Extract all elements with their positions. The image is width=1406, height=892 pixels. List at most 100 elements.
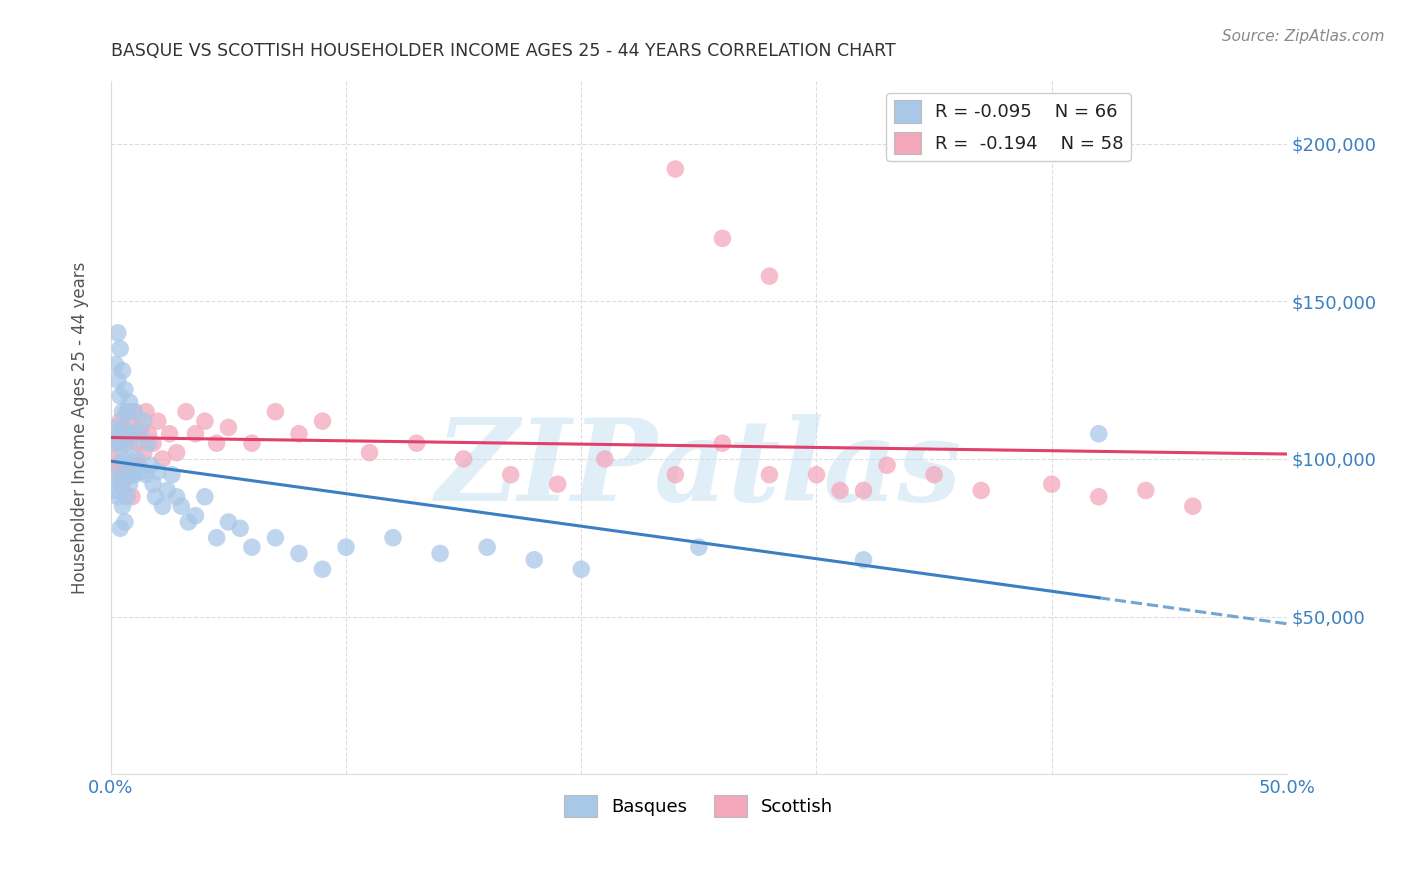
Point [152,452,174,467]
Point [111,500,134,514]
Point [170,500,193,514]
Point [335,540,357,554]
Point [135,405,157,419]
Point [1087,426,1109,441]
Point [118,467,141,482]
Point [115,452,138,467]
Point [125,436,148,450]
Text: Source: ZipAtlas.com: Source: ZipAtlas.com [1222,29,1385,44]
Point [758,467,780,482]
Point [240,436,263,450]
Point [152,500,174,514]
Point [194,490,217,504]
Point [115,490,138,504]
Point [205,531,228,545]
Point [264,531,287,545]
Point [876,458,898,473]
Point [111,405,134,419]
Point [121,426,143,441]
Point [475,540,498,554]
Point [523,553,546,567]
Point [125,452,148,467]
Point [121,467,143,482]
Point [111,452,134,467]
Point [499,467,522,482]
Point [124,405,146,419]
Point [758,269,780,284]
Legend: Basques, Scottish: Basques, Scottish [557,788,841,824]
Point [547,477,569,491]
Point [1135,483,1157,498]
Point [217,515,239,529]
Point [131,420,153,434]
Point [108,467,131,482]
Point [852,483,875,498]
Text: BASQUE VS SCOTTISH HOUSEHOLDER INCOME AGES 25 - 44 YEARS CORRELATION CHART: BASQUE VS SCOTTISH HOUSEHOLDER INCOME AG… [111,42,896,60]
Point [311,414,333,428]
Point [108,414,131,428]
Point [114,515,136,529]
Point [922,467,945,482]
Point [114,420,136,434]
Point [194,414,217,428]
Point [311,562,333,576]
Point [118,477,141,491]
Point [107,458,129,473]
Point [107,373,129,387]
Point [107,326,129,340]
Point [359,445,381,459]
Point [429,547,451,561]
Point [688,540,710,554]
Y-axis label: Householder Income Ages 25 - 44 years: Householder Income Ages 25 - 44 years [72,261,89,594]
Point [111,426,134,441]
Point [217,420,239,434]
Point [288,426,311,441]
Point [288,547,311,561]
Point [146,465,169,479]
Point [108,436,131,450]
Point [101,436,124,450]
Point [1040,477,1063,491]
Point [569,562,592,576]
Point [107,426,129,441]
Point [104,436,127,450]
Point [405,436,427,450]
Point [114,436,136,450]
Point [664,161,686,176]
Point [108,342,131,356]
Point [142,436,165,450]
Point [240,540,263,554]
Point [135,467,157,482]
Point [138,426,160,441]
Point [453,452,475,467]
Point [108,389,131,403]
Point [104,420,127,434]
Text: ZIPatlas: ZIPatlas [436,414,962,524]
Point [104,483,127,498]
Point [118,414,141,428]
Point [131,465,153,479]
Point [104,358,127,372]
Point [229,521,252,535]
Point [160,467,183,482]
Point [121,490,143,504]
Point [118,436,141,450]
Point [970,483,993,498]
Point [111,477,134,491]
Point [111,364,134,378]
Point [156,483,179,498]
Point [159,426,181,441]
Point [177,515,200,529]
Point [107,490,129,504]
Point [101,467,124,482]
Point [115,458,138,473]
Point [146,414,169,428]
Point [138,436,160,450]
Point [664,467,686,482]
Point [139,458,162,473]
Point [124,458,146,473]
Point [118,395,141,409]
Point [124,405,146,419]
Point [174,405,197,419]
Point [115,405,138,419]
